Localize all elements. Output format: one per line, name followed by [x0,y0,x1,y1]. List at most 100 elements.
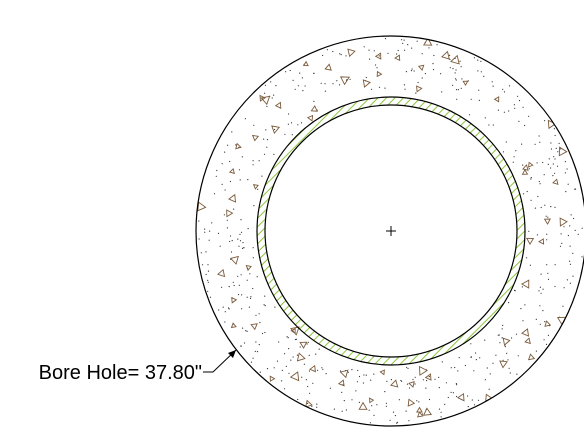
grout-dot [418,401,420,403]
grout-dot [370,379,372,381]
grout-dot [497,334,499,336]
grout-dot [569,263,572,265]
grout-dot [257,188,259,190]
grout-dot [458,357,460,359]
grout-dot [405,410,407,412]
grout-dot [235,144,237,146]
grout-dot [222,306,224,308]
grout-dot [255,341,257,343]
grout-dot [224,151,226,153]
grout-dot [263,304,265,306]
grout-dot [302,90,304,92]
grout-dot [339,53,341,55]
grout-dot [256,351,259,353]
grout-dot [363,374,365,376]
grout-dot [428,376,430,378]
grout-aggregate [231,296,238,304]
grout-dot [432,69,435,71]
grout-dot [506,352,508,354]
grout-dot [555,147,557,149]
grout-aggregate [462,80,469,86]
grout-dot [547,272,549,274]
grout-dot [436,44,438,46]
grout-dot [281,380,283,382]
grout-dot [231,131,233,133]
grout-dot [438,387,440,389]
grout-dot [408,387,411,389]
grout-dot [240,274,242,276]
grout-dot [307,402,309,404]
grout-dot [284,353,286,355]
grout-dot [325,373,327,375]
grout-dot [477,70,479,72]
grout-dot [284,388,286,390]
grout-dot [241,294,243,296]
grout-aggregate [337,379,345,387]
grout-dot [311,405,313,407]
grout-aggregate [289,371,300,382]
grout-dot [473,57,475,59]
grout-dot [274,306,276,308]
grout-dot [322,368,324,370]
grout-aggregate [441,50,450,60]
grout-dot [450,367,452,369]
grout-dot [233,284,235,287]
grout-dot [312,382,314,384]
grout-dot [258,313,260,315]
grout-dot [477,59,479,61]
grout-dot [264,331,266,334]
grout-aggregate [456,392,465,402]
grout-dot [266,146,268,148]
grout-dot [376,67,378,69]
grout-dot [538,180,540,183]
bore-hole-callout-label: Bore Hole= 37.80" [39,362,202,384]
grout-dot [404,88,406,90]
grout-aggregate [260,95,271,106]
grout-aggregate [450,54,460,65]
grout-dot [455,79,457,81]
grout-dot [498,334,500,336]
grout-dot [544,204,546,206]
grout-dot [320,82,322,84]
grout-dot [338,84,341,86]
grout-dot [544,321,546,323]
grout-dot [564,172,567,174]
grout-aggregate [290,326,300,336]
grout-dot [432,63,434,65]
grout-dot [252,357,254,359]
grout-dot [252,160,254,162]
grout-aggregate [558,146,568,157]
grout-dot [517,95,519,97]
grout-aggregate [324,63,332,71]
grout-dot [264,92,266,94]
grout-dot [252,257,254,259]
grout-dot [455,69,457,71]
grout-aggregate [250,323,258,331]
grout-dot [554,158,556,160]
grout-dot [223,214,225,216]
grout-dot [544,120,546,122]
grout-dot [454,366,456,369]
grout-aggregate [251,134,260,142]
grout-dot [452,68,454,70]
grout-aggregate [417,411,424,418]
grout-dot [445,382,447,384]
grout-dot [535,350,538,352]
grout-dot [384,87,386,89]
grout-dot [407,44,409,46]
grout-dot [287,123,289,125]
grout-dot [528,230,530,232]
grout-dot [255,314,257,316]
grout-dot [241,156,243,158]
grout-dot [238,245,240,247]
grout-dot [401,39,403,41]
grout-dot [566,279,569,281]
grout-dot [501,328,503,330]
grout-dot [561,242,563,244]
grout-dot [530,177,532,179]
grout-dot [407,367,409,369]
grout-dot [248,306,250,308]
grout-dot [421,53,423,55]
grout-dot [349,78,351,80]
